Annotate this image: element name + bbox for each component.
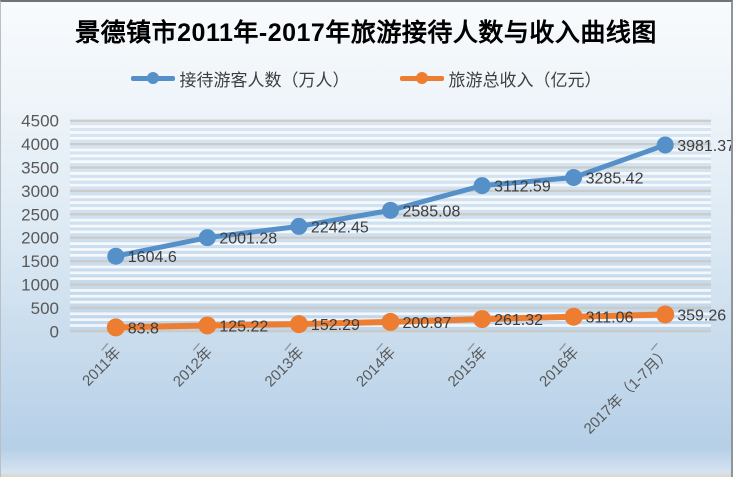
chart-legend: 接待游客人数（万人） 旅游总收入（亿元） (1, 64, 731, 92)
plot-stripe (70, 148, 711, 152)
data-point-marker (198, 316, 217, 335)
x-axis-tick-label: 2014年 (353, 344, 399, 390)
plot-stripe (70, 294, 711, 298)
data-point-marker (564, 307, 583, 326)
plot-stripe (70, 218, 711, 222)
data-point-marker (198, 229, 216, 247)
y-axis-tick-label: 2500 (21, 205, 59, 224)
x-axis-tick-label: 2013年 (262, 344, 308, 390)
data-point-label: 359.26 (677, 307, 726, 324)
data-point-label: 2001.28 (219, 231, 277, 248)
x-axis-tick (284, 342, 292, 351)
x-axis-tick (650, 342, 658, 351)
y-axis-tick-label: 1500 (21, 252, 59, 271)
x-axis-tick-label: 2011年 (79, 344, 124, 389)
x-axis-tick-label: 2016年 (536, 344, 582, 390)
y-axis-tick-label: 4000 (21, 135, 59, 154)
x-axis-tick (559, 342, 567, 351)
plot-stripe (70, 154, 711, 158)
y-axis-tick-label: 2000 (21, 229, 59, 248)
y-axis-tick-label: 4500 (21, 112, 59, 131)
x-axis-tick-label: 2012年 (170, 344, 216, 390)
plot-stripe (70, 136, 711, 140)
gridline (70, 306, 711, 309)
plot-stripe (70, 300, 711, 304)
gridline (70, 260, 711, 263)
plot-stripe (70, 271, 711, 275)
gridline (70, 330, 711, 333)
data-point-label: 3285.42 (586, 171, 644, 188)
legend-line-marker-icon (399, 72, 444, 84)
x-axis-tick (376, 342, 383, 351)
x-axis-tick (467, 342, 475, 351)
gridline (70, 166, 711, 169)
plot-stripe (70, 183, 711, 187)
data-point-label: 2242.45 (311, 219, 369, 236)
y-axis-tick-label: 3500 (21, 159, 59, 178)
plot-stripe (70, 172, 711, 175)
gridline (70, 236, 711, 239)
legend-line-marker-icon (130, 72, 175, 84)
data-point-marker (565, 169, 583, 187)
plot-stripe (70, 125, 711, 128)
data-point-label: 311.06 (586, 310, 634, 327)
plot-stripe (70, 248, 711, 251)
data-point-label: 2585.08 (403, 203, 461, 220)
chart-title: 景德镇市2011年-2017年旅游接待人数与收入曲线图 (75, 19, 657, 47)
plot-stripe (70, 242, 711, 245)
plot-stripe (70, 253, 711, 257)
plot-stripe (70, 177, 711, 181)
gridline (70, 283, 711, 286)
plot-stripe (70, 289, 711, 292)
data-point-marker (473, 310, 492, 329)
legend-dot (415, 72, 428, 84)
plot-stripe (70, 277, 711, 281)
data-point-label: 152.29 (311, 317, 360, 334)
data-point-marker (382, 201, 399, 219)
data-point-marker (473, 177, 491, 195)
data-point-marker (656, 136, 674, 154)
gridline (70, 189, 711, 192)
plot-stripe (70, 224, 711, 228)
legend-label-revenue: 旅游总收入（亿元） (448, 70, 602, 90)
plot-stripe (70, 195, 711, 199)
legend-label-visitors: 接待游客人数（万人） (179, 70, 350, 90)
data-point-label: 1604.6 (128, 249, 177, 266)
legend-item-visitors: 接待游客人数（万人） (130, 66, 350, 91)
data-point-label: 261.32 (494, 312, 543, 329)
y-axis-tick-label: 0 (50, 322, 59, 341)
legend-item-revenue: 旅游总收入（亿元） (399, 66, 602, 91)
plot-stripe (70, 230, 711, 234)
y-axis-tick-label: 1000 (21, 276, 59, 295)
data-point-marker (290, 217, 308, 235)
data-point-label: 83.8 (128, 320, 159, 337)
plot-stripe (70, 265, 711, 269)
gridline (70, 143, 711, 146)
plot-stripe (70, 131, 711, 134)
data-point-label: 125.22 (219, 318, 268, 335)
y-axis-tick-label: 3000 (21, 182, 59, 201)
data-point-marker (656, 305, 675, 324)
data-point-marker (106, 318, 125, 337)
x-axis-tick-label: 2017年（1-7月） (581, 344, 674, 437)
legend-dot (146, 72, 159, 84)
data-point-marker (381, 312, 400, 331)
data-point-label: 3112.59 (494, 179, 551, 196)
data-point-marker (107, 247, 125, 265)
data-point-label: 3981.37 (677, 138, 733, 155)
data-point-label: 200.87 (403, 315, 452, 332)
x-axis-tick (192, 342, 200, 351)
gridline (70, 119, 711, 122)
plot-stripe (70, 160, 711, 164)
y-axis-tick-label: 500 (31, 299, 59, 318)
data-point-marker (289, 315, 308, 334)
x-axis-tick (101, 342, 109, 351)
x-axis-tick-label: 2015年 (445, 344, 491, 390)
